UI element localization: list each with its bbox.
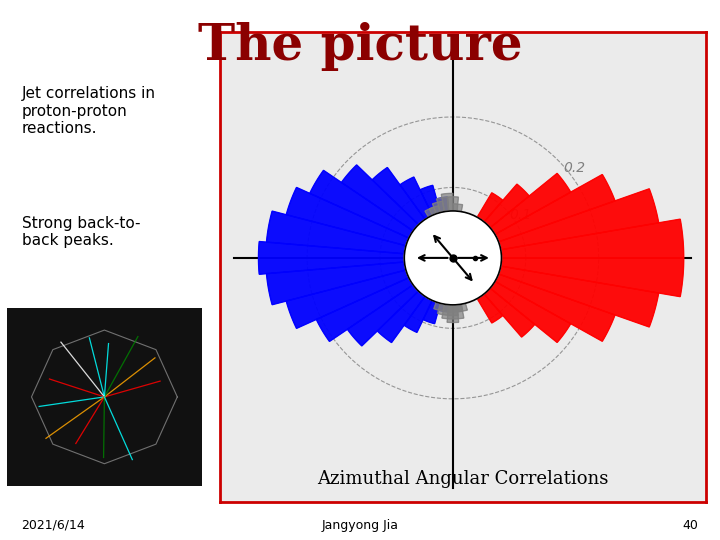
Text: Strong back-to-
back peaks.: Strong back-to- back peaks. (22, 216, 140, 248)
Polygon shape (498, 189, 659, 249)
Polygon shape (436, 197, 449, 213)
Polygon shape (287, 270, 409, 328)
Polygon shape (484, 288, 535, 337)
Polygon shape (436, 197, 449, 213)
Polygon shape (433, 302, 444, 311)
Text: 0.1: 0.1 (510, 208, 531, 222)
Polygon shape (447, 305, 459, 322)
Polygon shape (258, 241, 405, 274)
Polygon shape (490, 173, 571, 234)
Polygon shape (404, 296, 432, 333)
Polygon shape (423, 300, 441, 323)
Text: The picture: The picture (198, 22, 522, 71)
Polygon shape (420, 185, 441, 215)
Polygon shape (347, 285, 418, 346)
Polygon shape (400, 177, 432, 219)
Polygon shape (477, 294, 503, 323)
Polygon shape (457, 303, 467, 312)
Polygon shape (429, 206, 441, 215)
Text: Azimuthal Angular Correlations: Azimuthal Angular Correlations (317, 470, 608, 488)
Polygon shape (310, 170, 413, 238)
Polygon shape (266, 262, 406, 305)
Polygon shape (316, 278, 413, 341)
Polygon shape (448, 305, 458, 315)
Polygon shape (490, 281, 571, 342)
Text: 0.2: 0.2 (564, 161, 586, 176)
Polygon shape (477, 193, 503, 222)
Polygon shape (377, 291, 425, 342)
Polygon shape (425, 207, 436, 217)
Polygon shape (447, 197, 459, 211)
Polygon shape (500, 219, 684, 258)
Text: 40: 40 (683, 519, 698, 532)
Polygon shape (495, 174, 615, 242)
Polygon shape (484, 184, 529, 228)
Text: 2021/6/14: 2021/6/14 (22, 519, 86, 532)
Polygon shape (444, 304, 453, 312)
Polygon shape (438, 303, 449, 312)
Polygon shape (341, 165, 418, 231)
Polygon shape (287, 187, 409, 246)
Polygon shape (433, 201, 444, 214)
Polygon shape (442, 304, 453, 319)
Polygon shape (498, 266, 659, 327)
Polygon shape (441, 193, 453, 212)
Polygon shape (453, 204, 462, 212)
Polygon shape (495, 274, 615, 341)
Polygon shape (500, 258, 684, 296)
Polygon shape (372, 167, 425, 225)
Polygon shape (453, 304, 464, 319)
Polygon shape (438, 303, 449, 315)
Text: Jet correlations in
proton-proton
reactions.: Jet correlations in proton-proton reacti… (22, 86, 156, 136)
Polygon shape (266, 211, 406, 254)
Polygon shape (453, 304, 462, 312)
Circle shape (405, 211, 501, 305)
Text: Jangyong Jia: Jangyong Jia (322, 519, 398, 532)
